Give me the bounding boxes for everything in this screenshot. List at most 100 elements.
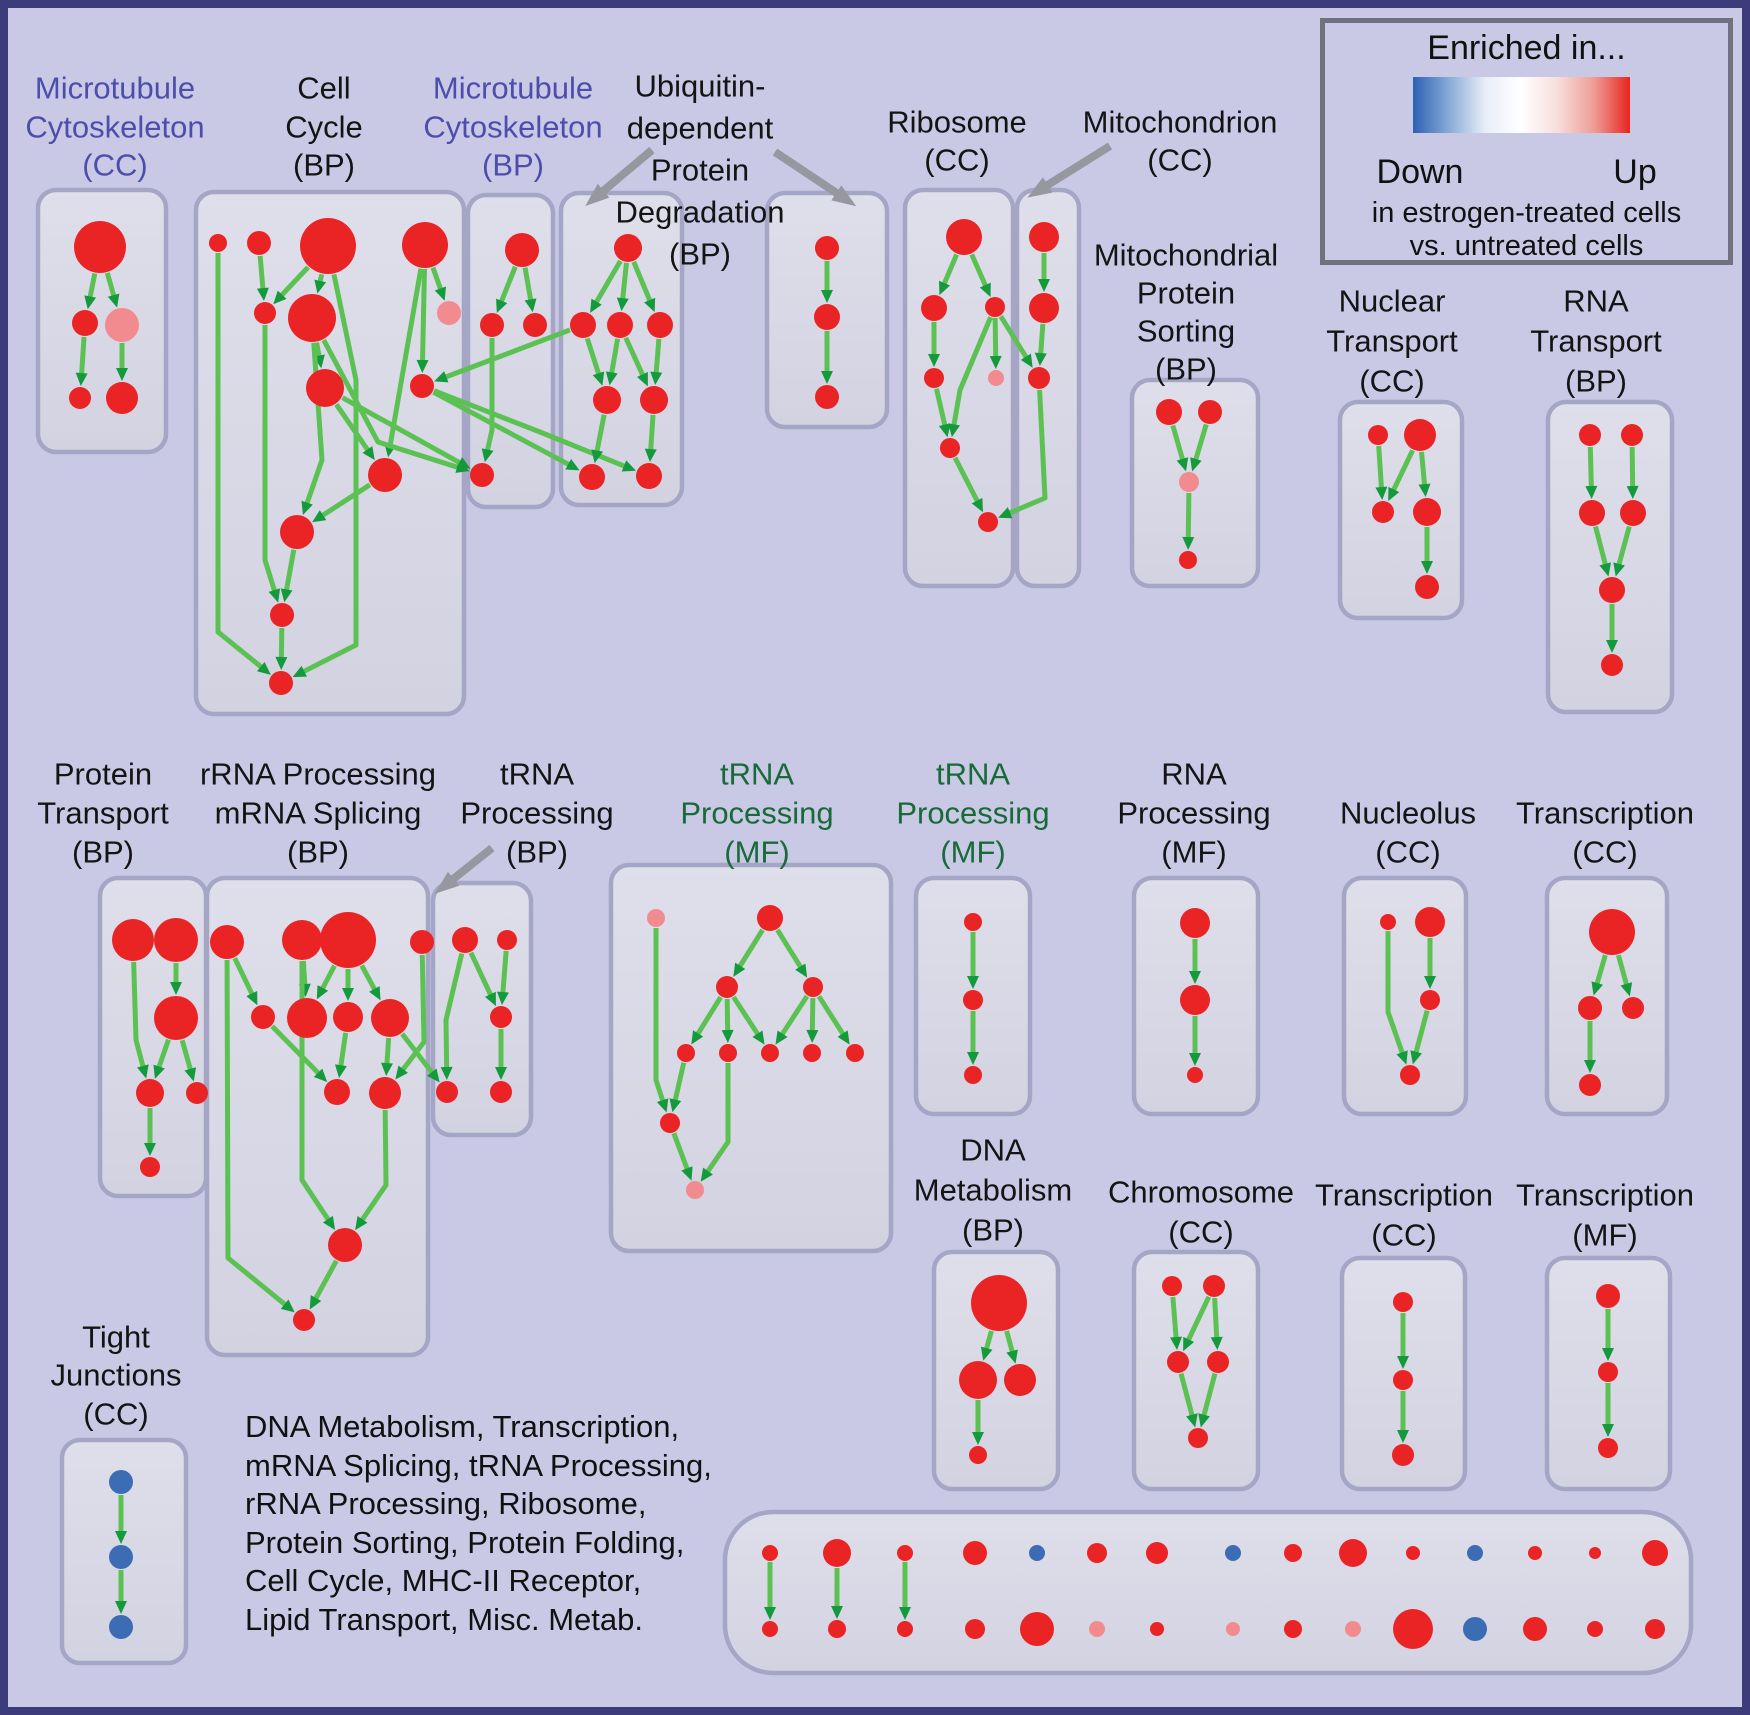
go-term-node — [1225, 1545, 1241, 1561]
go-term-node — [1368, 425, 1388, 445]
caption-line: Cell Cycle, MHC-II Receptor, — [245, 1563, 642, 1598]
go-term-node — [1393, 1370, 1413, 1390]
cluster-label-ubiquitin-1: dependent — [627, 111, 774, 146]
cluster-label-transcription-cc-bottom: (CC) — [1371, 1218, 1436, 1253]
cluster-box-transcription-cc-mid — [1544, 875, 1670, 1117]
label-pointer-arrow — [434, 844, 495, 894]
cluster-label-mitochondrion-cc: Mitochondrion — [1083, 105, 1278, 140]
go-term-node — [1645, 1619, 1665, 1639]
go-term-node — [719, 1044, 737, 1062]
edge-arrow — [434, 327, 571, 383]
edge-arrow — [432, 389, 580, 471]
caption-line: Protein Sorting, Protein Folding, — [245, 1524, 685, 1560]
go-term-node — [686, 1181, 704, 1199]
edge-arrow — [1034, 323, 1047, 367]
go-term-node — [1187, 1067, 1203, 1083]
legend-gradient-bar — [1413, 77, 1630, 133]
go-term-node — [757, 905, 783, 931]
label-pointer-arrow — [1027, 142, 1113, 198]
caption-line: rRNA Processing, Ribosome, — [245, 1486, 647, 1521]
go-term-node — [436, 1081, 458, 1103]
go-term-node — [570, 312, 596, 338]
go-term-node — [614, 234, 642, 262]
label-pointer-arrow — [772, 148, 857, 207]
edge-arrow — [309, 1259, 339, 1310]
go-term-node — [254, 302, 276, 324]
go-term-node — [69, 387, 91, 409]
cluster-label-nuclear-transport: Transport — [1326, 324, 1458, 359]
cluster-label-nuclear-transport: Nuclear — [1339, 284, 1446, 319]
edge-arrow — [1418, 451, 1431, 498]
go-term-node — [1004, 1364, 1036, 1396]
cluster-label-mito-sorting: (BP) — [1155, 352, 1217, 387]
cluster-box-misc — [722, 1509, 1694, 1676]
go-term-node — [186, 1082, 208, 1104]
go-term-node — [470, 463, 494, 487]
edge-arrow — [1613, 525, 1632, 577]
go-term-node — [368, 458, 402, 492]
go-term-node — [1415, 907, 1445, 937]
edge-arrow — [775, 994, 810, 1045]
edge-arrow — [1210, 1297, 1223, 1351]
go-term-node — [803, 1044, 821, 1062]
go-term-node — [410, 930, 434, 954]
cluster-label-trna-bp: Processing — [460, 796, 613, 831]
cluster-label-microtubule-bp: Microtubule — [433, 71, 593, 106]
edge-arrow — [938, 253, 959, 296]
go-term-node — [371, 999, 409, 1037]
go-term-node — [105, 308, 139, 342]
edge-arrow — [215, 253, 271, 675]
go-term-node — [1029, 222, 1059, 252]
cluster-label-rna-transport: RNA — [1563, 284, 1629, 319]
go-term-node — [1167, 1351, 1189, 1373]
go-term-node — [815, 385, 839, 409]
edge-arrow — [430, 266, 447, 301]
edge-arrow — [84, 273, 98, 310]
cluster-label-nucleolus: Nucleolus — [1340, 796, 1476, 831]
edge-arrow — [232, 957, 258, 1006]
cluster-label-mito-sorting: Protein — [1137, 276, 1235, 311]
go-term-node — [270, 603, 294, 627]
edge-arrow — [75, 336, 88, 387]
go-term-node — [1089, 1621, 1105, 1637]
edge-arrow — [1626, 446, 1639, 500]
go-term-node — [1162, 1276, 1182, 1296]
cluster-label-transcription-cc-mid: (CC) — [1572, 835, 1637, 870]
cluster-label-trna-mf-large: tRNA — [720, 757, 794, 792]
cluster-label-trna-mf-small: (MF) — [940, 835, 1005, 870]
legend-down-label: Down — [1376, 153, 1464, 191]
edge-arrow — [934, 388, 951, 438]
legend-up-label: Up — [1613, 153, 1657, 191]
go-term-node — [410, 374, 434, 398]
go-term-node — [320, 912, 376, 968]
edge-arrow — [1170, 1296, 1183, 1351]
edge-arrow — [1615, 954, 1633, 997]
legend-title: Enriched in... — [1427, 29, 1626, 67]
go-term-node — [1207, 1351, 1229, 1373]
edge-arrow — [644, 414, 657, 463]
edge-arrow — [468, 951, 496, 1007]
go-term-node — [1284, 1620, 1302, 1638]
edge-arrow — [355, 1109, 389, 1231]
edge-arrow — [416, 268, 429, 374]
cluster-box-microtubule-cc — [35, 187, 169, 455]
cluster-label-rna-processing-mf: (MF) — [1161, 835, 1226, 870]
go-term-node — [247, 231, 271, 255]
cluster-label-trna-mf-small: tRNA — [936, 757, 1010, 792]
edge-arrow — [650, 338, 663, 386]
go-term-node — [1589, 1547, 1601, 1559]
edge-arrow — [671, 1132, 693, 1181]
go-term-node — [660, 1113, 680, 1133]
edge-arrow — [496, 950, 509, 1006]
edge-arrow — [1375, 445, 1388, 501]
edge-arrow — [400, 1032, 440, 1083]
go-term-node — [1579, 500, 1605, 526]
edge-arrow — [1183, 1295, 1212, 1352]
legend-subtitle-line1: in estrogen-treated cells — [1371, 197, 1682, 229]
cluster-label-rna-processing-mf: RNA — [1161, 757, 1227, 792]
edge-arrow — [273, 265, 310, 305]
go-term-node — [921, 295, 947, 321]
go-term-node — [109, 1470, 133, 1494]
